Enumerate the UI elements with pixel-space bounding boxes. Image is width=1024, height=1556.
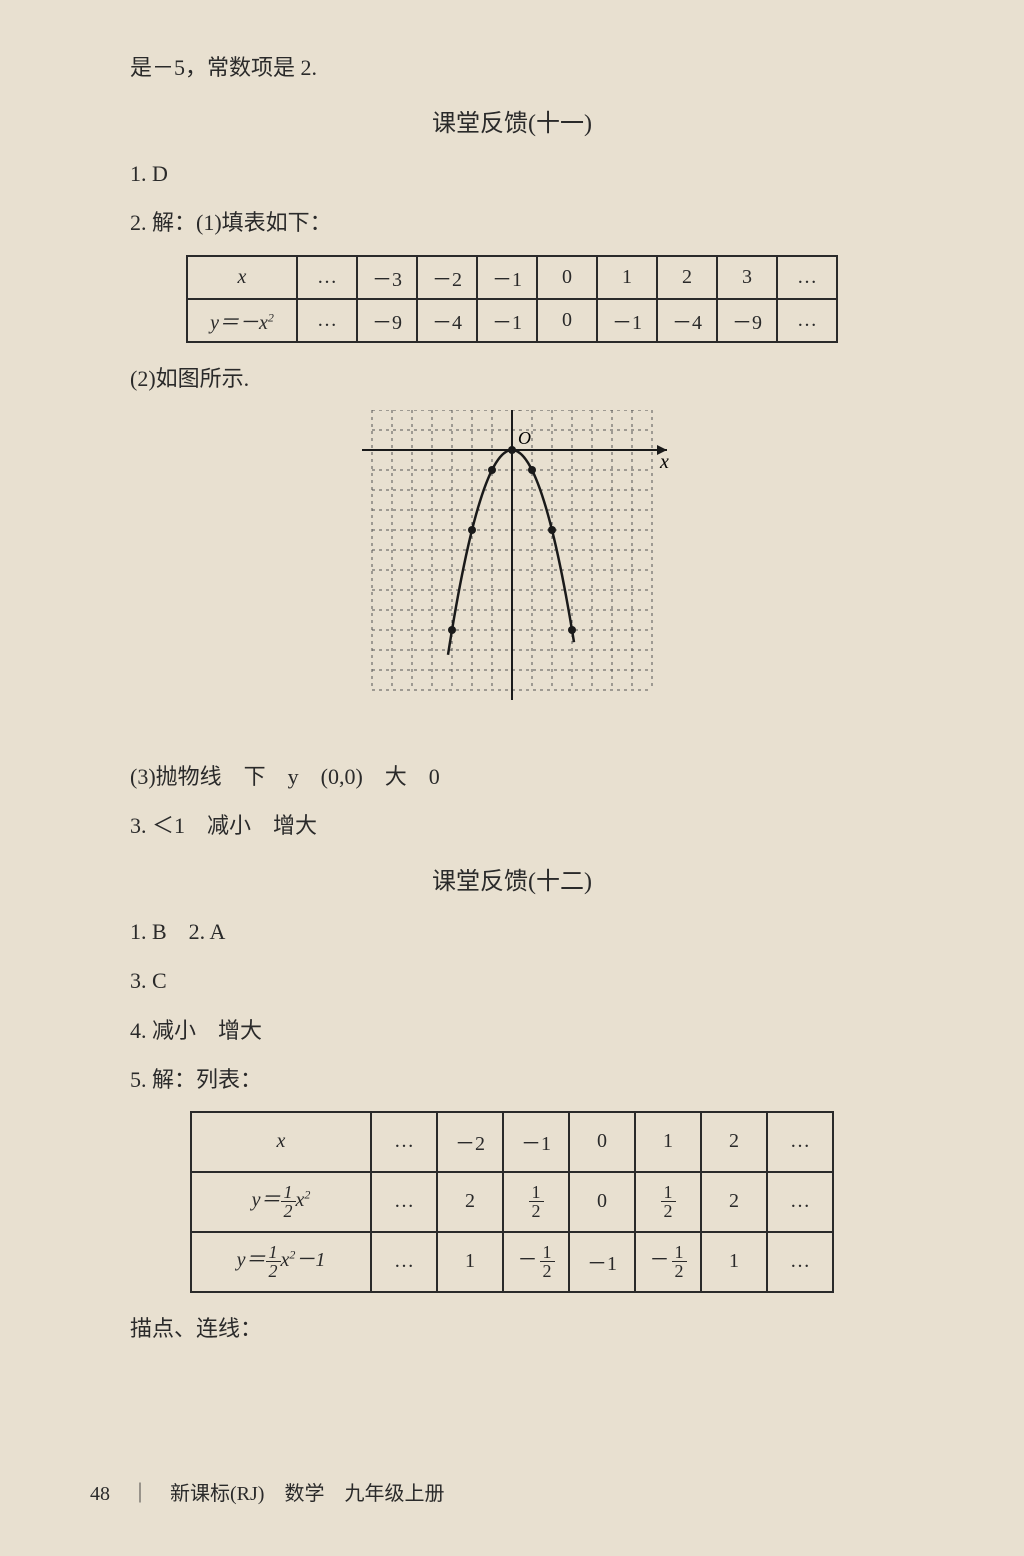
t2-r3-c7: … (767, 1232, 833, 1292)
page-footer: 48 ｜ 新课标(RJ) 数学 九年级上册 (90, 1477, 444, 1506)
t1-r2-c5: 0 (537, 299, 597, 342)
t2-r1-c7: … (767, 1112, 833, 1172)
t1-r2-c1: … (297, 299, 357, 342)
q12-5: 5. 解：列表： (90, 1062, 934, 1097)
t1-r1-c6: 1 (597, 256, 657, 299)
t1-r1-c2: －3 (357, 256, 417, 299)
t2-r1-c6: 2 (701, 1112, 767, 1172)
q11-1: 1. D (90, 156, 934, 191)
t2-r3-label: y＝12x2－1 (191, 1232, 371, 1292)
q12-1: 1. B 2. A (90, 914, 934, 949)
q11-3: 3. ＜1 减小 增大 (90, 808, 934, 843)
footer-label: 新课标(RJ) 数学 九年级上册 (170, 1483, 444, 1505)
q11-2c: (3)抛物线 下 y (0,0) 大 0 (90, 759, 934, 794)
t1-r1-c0: x (187, 256, 297, 299)
svg-text:x: x (659, 451, 669, 473)
q11-2: 2. 解：(1)填表如下： (90, 205, 934, 240)
table-row: x…－2－1012… (191, 1112, 833, 1172)
t1-r1-c8: 3 (717, 256, 777, 299)
t2-r2-c3: 12 (503, 1172, 569, 1232)
parabola-graph: y x O (90, 410, 934, 735)
table-2: x…－2－1012…y＝12x2…2120122…y＝12x2－1…1－12－1… (190, 1111, 834, 1293)
t2-r3-c4: －1 (569, 1232, 635, 1292)
t2-r2-c6: 2 (701, 1172, 767, 1232)
table-row: y＝12x2…2120122… (191, 1172, 833, 1232)
t1-r2-c9: … (777, 299, 837, 342)
q12-4: 4. 减小 增大 (90, 1013, 934, 1048)
page-number: 48 (90, 1483, 110, 1505)
t1-r1-c1: … (297, 256, 357, 299)
table-row: x … －3 －2 －1 0 1 2 3 … (187, 256, 837, 299)
section-12-title: 课堂反馈(十二) (90, 861, 934, 896)
t2-r3-c5: －12 (635, 1232, 701, 1292)
top-line: 是－5，常数项是 2. (90, 50, 934, 85)
t2-r1-c5: 1 (635, 1112, 701, 1172)
t1-r2-c3: －4 (417, 299, 477, 342)
t2-r3-c3: －12 (503, 1232, 569, 1292)
graph-svg: y x O (352, 410, 672, 730)
svg-text:O: O (518, 428, 531, 448)
q12-3: 3. C (90, 963, 934, 998)
t2-r3-c2: 1 (437, 1232, 503, 1292)
t2-r1-c1: … (371, 1112, 437, 1172)
t1-r2-c2: －9 (357, 299, 417, 342)
t1-r1-c5: 0 (537, 256, 597, 299)
t1-r2-c4: －1 (477, 299, 537, 342)
t1-r1-c4: －1 (477, 256, 537, 299)
t1-r2-c6: －1 (597, 299, 657, 342)
table-row: y＝12x2－1…1－12－1－121… (191, 1232, 833, 1292)
section-11-title: 课堂反馈(十一) (90, 103, 934, 138)
t2-r2-c5: 12 (635, 1172, 701, 1232)
t1-r1-c9: … (777, 256, 837, 299)
q11-2b: (2)如图所示. (90, 361, 934, 396)
table-row: y＝－x2 … －9 －4 －1 0 －1 －4 －9 … (187, 299, 837, 342)
t2-r1-c4: 0 (569, 1112, 635, 1172)
footer-sep: ｜ (130, 1483, 150, 1505)
t2-r1-c3: －1 (503, 1112, 569, 1172)
t2-r3-c6: 1 (701, 1232, 767, 1292)
t1-r1-c7: 2 (657, 256, 717, 299)
t2-r1-c0: x (191, 1112, 371, 1172)
t2-r2-c7: … (767, 1172, 833, 1232)
table-1: x … －3 －2 －1 0 1 2 3 … y＝－x2 … －9 －4 －1 … (186, 255, 838, 343)
t1-r2-label: y＝－x2 (187, 299, 297, 342)
t2-r2-c4: 0 (569, 1172, 635, 1232)
t2-r1-c2: －2 (437, 1112, 503, 1172)
t2-r3-c1: … (371, 1232, 437, 1292)
svg-text:y: y (518, 410, 529, 411)
t1-r1-c3: －2 (417, 256, 477, 299)
t2-r2-c1: … (371, 1172, 437, 1232)
q12-5b: 描点、连线： (90, 1311, 934, 1346)
t1-r2-c7: －4 (657, 299, 717, 342)
t1-r2-c8: －9 (717, 299, 777, 342)
t2-r2-c2: 2 (437, 1172, 503, 1232)
t2-r2-label: y＝12x2 (191, 1172, 371, 1232)
